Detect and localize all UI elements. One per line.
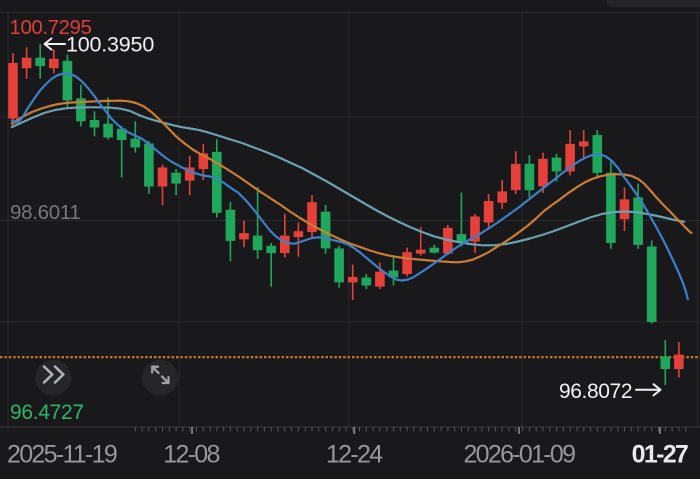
svg-text:01-27: 01-27 [632, 441, 688, 469]
svg-text:98.6011: 98.6011 [10, 201, 80, 224]
svg-text:96.4727: 96.4727 [10, 401, 84, 424]
svg-text:2025-11-19: 2025-11-19 [7, 441, 117, 469]
svg-text:96.8072: 96.8072 [559, 380, 632, 403]
svg-text:12-24: 12-24 [326, 441, 383, 469]
svg-text:12-08: 12-08 [163, 441, 219, 469]
svg-text:100.7295: 100.7295 [10, 16, 92, 39]
svg-text:2026-01-09: 2026-01-09 [463, 441, 575, 469]
svg-text:100.3950: 100.3950 [66, 33, 154, 57]
